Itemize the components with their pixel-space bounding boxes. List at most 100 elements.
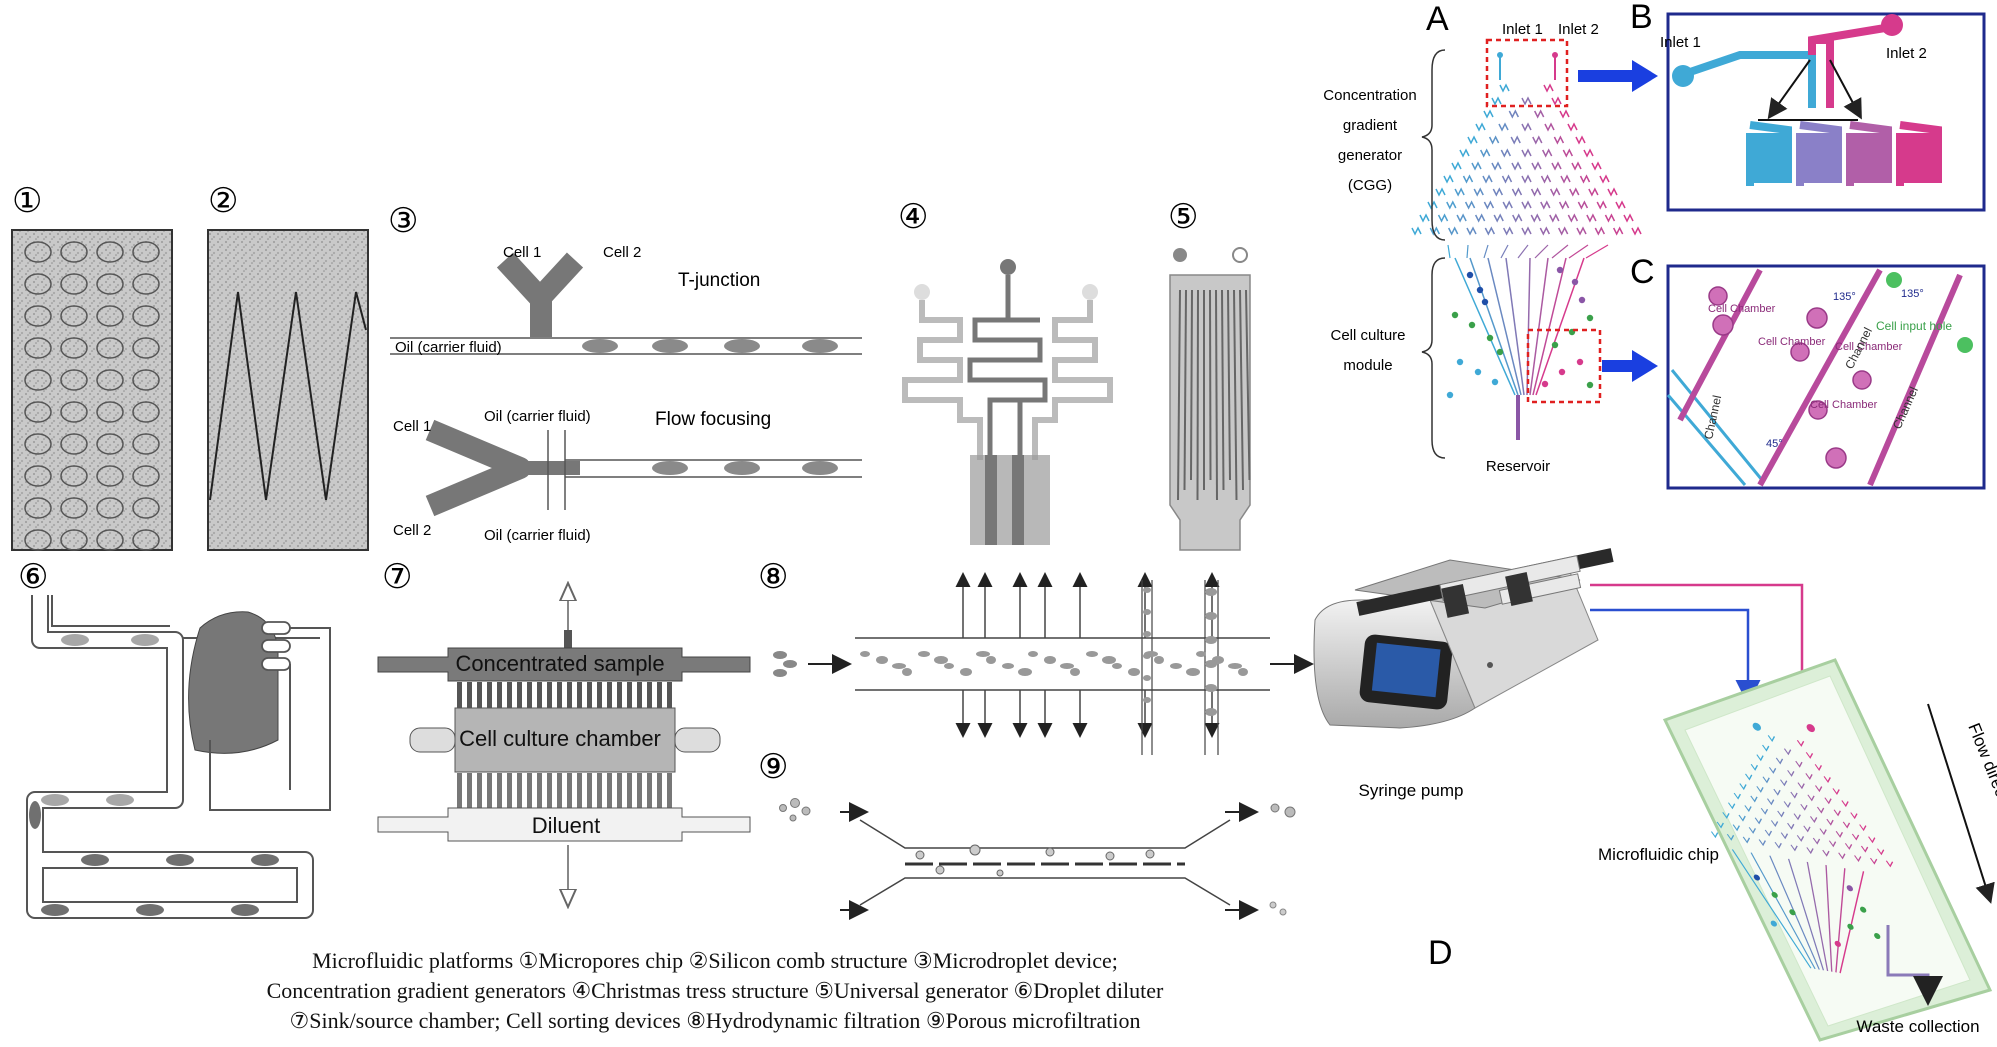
pore bbox=[132, 529, 160, 551]
pore bbox=[24, 369, 52, 391]
serpentine-segment bbox=[1474, 213, 1486, 223]
pore bbox=[24, 465, 52, 487]
syringe-pump-label: Syringe pump bbox=[1359, 781, 1464, 800]
serpentine-segment bbox=[1498, 122, 1509, 132]
serpentine-segment bbox=[1467, 135, 1478, 145]
particle bbox=[976, 651, 990, 657]
serpentine-segment bbox=[1456, 213, 1467, 223]
membrane-tooth bbox=[527, 773, 532, 808]
panel-D-setup: Syringe pump Flow direction Microfluidic… bbox=[1313, 548, 1997, 1042]
c-chamber1: Cell Chamber bbox=[1708, 303, 1776, 315]
serpentine-segment bbox=[1521, 148, 1532, 158]
chip-serpentine bbox=[1732, 824, 1740, 832]
serpentine-segment bbox=[1466, 226, 1477, 236]
chip-serpentine bbox=[1773, 788, 1781, 796]
chip-serpentine bbox=[1787, 770, 1795, 777]
serpentine-segment bbox=[1473, 187, 1484, 197]
chip-serpentine bbox=[1760, 807, 1769, 815]
serpentine-segment bbox=[1577, 200, 1589, 210]
cell-chamber-dot bbox=[1468, 321, 1476, 329]
panel-3-number: ③ bbox=[388, 203, 418, 240]
ff-oil-bottom-label: Oil (carrier fluid) bbox=[484, 527, 591, 544]
serpentine-segment bbox=[1521, 122, 1532, 132]
serpentine-segment bbox=[1462, 174, 1474, 184]
serpentine-segment bbox=[1451, 161, 1462, 171]
serpentine-segment bbox=[1553, 135, 1565, 145]
chip-serpentine bbox=[1767, 735, 1776, 742]
serpentine-segment bbox=[1464, 200, 1476, 210]
comb-structure bbox=[209, 291, 367, 501]
membrane-tooth bbox=[507, 773, 512, 808]
serpentine-segment bbox=[1530, 213, 1541, 223]
serpentine-segment bbox=[1510, 135, 1521, 145]
c-inputhole: Cell input hole bbox=[1876, 319, 1952, 333]
chip-serpentine bbox=[1822, 849, 1830, 857]
syringe-pump-illustration bbox=[1313, 548, 1614, 729]
concentrated-sample-label: Concentrated sample bbox=[455, 651, 664, 676]
particle bbox=[1238, 668, 1248, 676]
serpentine-segment bbox=[1583, 148, 1594, 158]
chip-serpentine bbox=[1812, 837, 1821, 845]
chip-serpentine bbox=[1809, 816, 1818, 823]
serpentine-segment bbox=[1511, 161, 1522, 171]
particle bbox=[1143, 675, 1151, 681]
membrane-tooth bbox=[607, 773, 612, 808]
panel-9-porous-microfiltration: ⑨ bbox=[758, 749, 1296, 920]
cgg-line1: Concentration bbox=[1323, 87, 1416, 104]
cgg-line4: (CGG) bbox=[1348, 177, 1392, 194]
serpentine-segment bbox=[1502, 226, 1514, 236]
chip-serpentine bbox=[1742, 836, 1751, 844]
generator-channel bbox=[1196, 289, 1199, 501]
generator-channel bbox=[1221, 289, 1225, 491]
serpentine-segment bbox=[1437, 213, 1449, 223]
particle bbox=[918, 651, 930, 657]
chip-serpentine bbox=[1795, 760, 1803, 768]
membrane-tooth bbox=[487, 773, 492, 808]
serpentine-segment bbox=[1567, 213, 1579, 223]
particle bbox=[1154, 656, 1164, 664]
pore bbox=[132, 465, 160, 487]
chip-serpentine bbox=[1750, 795, 1758, 803]
c-chamber2: Cell Chamber bbox=[1758, 336, 1826, 348]
label-C: C bbox=[1630, 253, 1655, 291]
membrane-tooth bbox=[647, 773, 652, 808]
pore bbox=[132, 337, 160, 359]
chip-serpentine bbox=[1850, 812, 1858, 820]
chip-serpentine bbox=[1738, 814, 1746, 822]
panel-6-number: ⑥ bbox=[18, 559, 48, 596]
cell-chamber-dot bbox=[1541, 380, 1549, 388]
chip-serpentine bbox=[1774, 841, 1782, 849]
chip-channel bbox=[1839, 871, 1865, 974]
serpentine-segment bbox=[1623, 213, 1634, 223]
generator-channel bbox=[1239, 289, 1244, 491]
cell-chamber-dot bbox=[1558, 368, 1566, 376]
serpentine-segment bbox=[1443, 174, 1454, 184]
chip-serpentine bbox=[1796, 835, 1805, 842]
membrane-tooth bbox=[517, 682, 522, 708]
chip-serpentine bbox=[1770, 820, 1779, 828]
panel-1-number: ① bbox=[12, 183, 42, 220]
panel-5-number: ⑤ bbox=[1168, 199, 1198, 236]
particle bbox=[944, 663, 954, 669]
flow-focusing-label: Flow focusing bbox=[655, 409, 771, 430]
cell-chamber-dot bbox=[1456, 358, 1464, 366]
particle bbox=[1143, 653, 1151, 659]
pore bbox=[60, 497, 88, 519]
serpentine-segment bbox=[1521, 226, 1532, 236]
chip-chamber-dot bbox=[1874, 933, 1881, 940]
membrane-tooth bbox=[577, 682, 582, 708]
panel-7-sink-source-chamber: ⑦ Concentrated sample Cell culture chamb… bbox=[377, 559, 751, 905]
chip-serpentine bbox=[1783, 748, 1792, 756]
pore bbox=[96, 241, 124, 263]
particle bbox=[1070, 668, 1080, 676]
chip-serpentine bbox=[1805, 773, 1813, 780]
pore bbox=[60, 305, 88, 327]
chip-serpentine bbox=[1727, 802, 1736, 810]
chip-serpentine bbox=[1800, 803, 1808, 811]
serpentine-segment bbox=[1454, 187, 1465, 197]
particle bbox=[1186, 668, 1200, 676]
serpentine-mixer bbox=[1846, 121, 1892, 186]
particle bbox=[876, 656, 888, 664]
b-inlet2-label: Inlet 2 bbox=[1886, 45, 1927, 62]
label-A: A bbox=[1426, 0, 1449, 38]
